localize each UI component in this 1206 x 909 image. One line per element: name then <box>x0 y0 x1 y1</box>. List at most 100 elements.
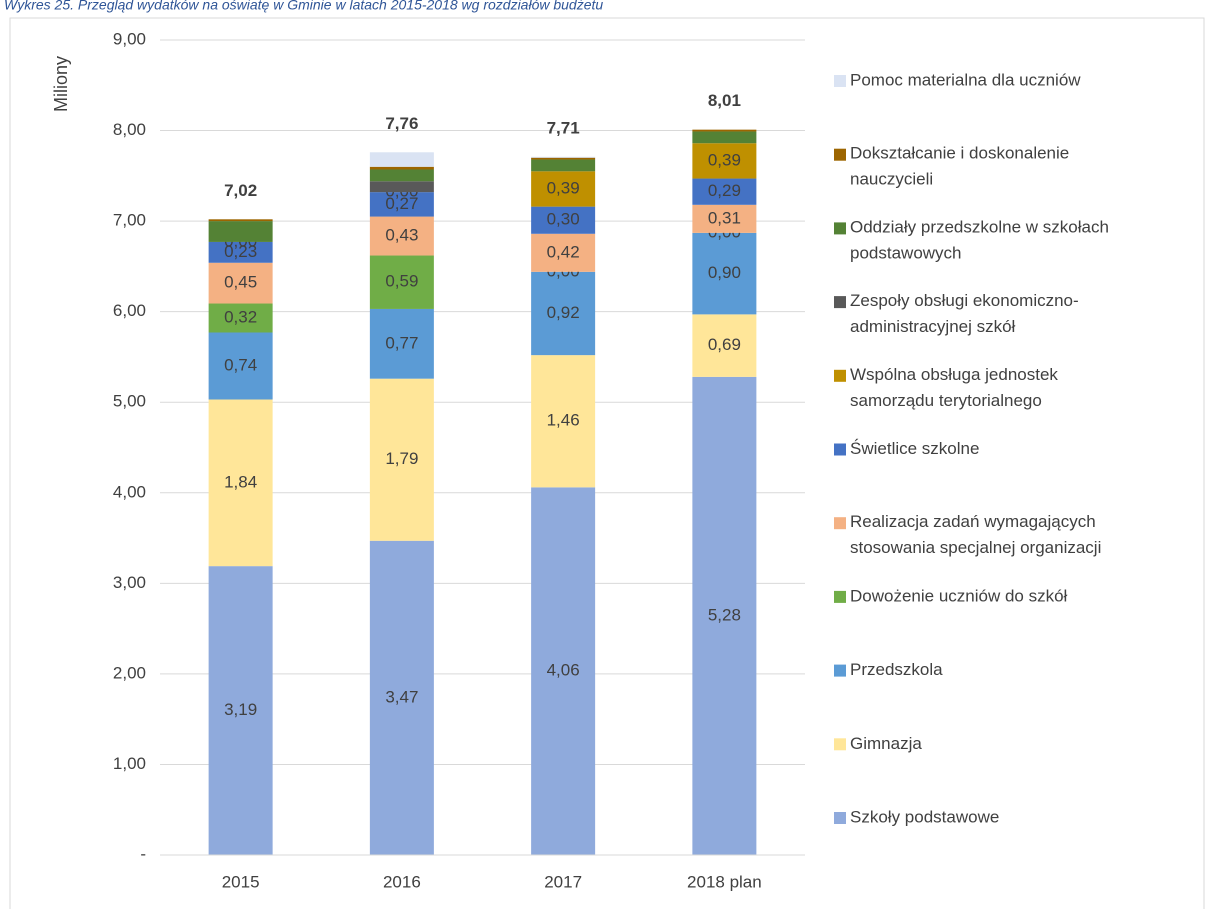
legend-label: Oddziały przedszkolne w szkołach podstawo… <box>850 218 1109 263</box>
data-label: 4,06 <box>547 661 580 680</box>
data-label: 0,27 <box>385 194 418 213</box>
y-tick-label: 2,00 <box>113 663 146 682</box>
bar-segment <box>531 355 596 488</box>
x-tick-label: 2016 <box>383 872 421 891</box>
x-tick-label: 2015 <box>222 872 260 891</box>
legend-label: Dowożenie uczniów do szkół <box>850 586 1068 605</box>
bar-segment <box>208 219 273 222</box>
legend-label: Szkoły podstawowe <box>850 807 999 826</box>
data-label: 3,47 <box>385 687 418 706</box>
legend-label: Pomoc materialna dla uczniów <box>850 70 1081 89</box>
data-label: 0,90 <box>708 263 741 282</box>
y-tick-label: 4,00 <box>113 482 146 501</box>
bar-segment <box>692 314 757 377</box>
bar-segment <box>692 131 757 144</box>
y-tick-label: 5,00 <box>113 392 146 411</box>
bar-segment <box>208 332 273 400</box>
y-tick-label: 9,00 <box>113 29 146 48</box>
bar-segment <box>208 399 273 567</box>
data-label: 0,69 <box>708 335 741 354</box>
bar-segment <box>369 192 434 217</box>
legend-swatch <box>834 222 846 235</box>
bar-segment <box>692 232 757 315</box>
data-label: 0,43 <box>385 226 418 245</box>
bar-segment <box>531 271 596 356</box>
data-label: 0,31 <box>708 208 741 227</box>
data-label: 1,79 <box>385 449 418 468</box>
bar-segment <box>369 308 434 379</box>
data-label: 0,77 <box>385 333 418 352</box>
bar-segment <box>208 221 273 242</box>
x-tick-label: 2017 <box>544 872 582 891</box>
legend-swatch <box>834 148 846 161</box>
data-label: 0,39 <box>708 150 741 169</box>
legend-swatch <box>834 369 846 382</box>
data-label: 0,74 <box>224 355 257 374</box>
legend-swatch <box>834 812 846 824</box>
legend-label: Dokształcanie i doskonalenie nauczycieli <box>850 144 1069 189</box>
bar-segment <box>692 129 757 132</box>
bar-segment <box>369 166 434 170</box>
bar-segment <box>369 216 434 256</box>
total-label: 7,76 <box>385 114 418 133</box>
data-label: 0,42 <box>547 242 580 261</box>
bar-segment <box>531 171 596 207</box>
data-label: 3,19 <box>224 700 257 719</box>
bar-segment <box>208 262 273 304</box>
total-label: 7,02 <box>224 181 257 200</box>
y-tick-label: 6,00 <box>113 301 146 320</box>
y-tick-label: 1,00 <box>113 754 146 773</box>
data-label: 1,46 <box>547 411 580 430</box>
legend-label: Zespoły obsługi ekonomiczno-administracy… <box>850 292 1079 337</box>
bar-segment <box>208 566 273 855</box>
bar-segment <box>369 378 434 541</box>
legend-swatch <box>834 296 846 309</box>
legend-label: Gimnazja <box>850 734 922 753</box>
y-tick-label: 7,00 <box>113 211 146 230</box>
bar-segment <box>369 169 434 182</box>
x-tick-label: 2018 plan <box>687 872 762 891</box>
legend-label: Przedszkola <box>850 660 943 679</box>
data-label: 0,92 <box>547 303 580 322</box>
bar-segment <box>531 206 596 234</box>
legend-label: Realizacja zadań wymagających stosowania … <box>850 513 1101 558</box>
bar-segment <box>369 255 434 309</box>
data-label: 1,84 <box>224 472 257 491</box>
bar-segment <box>692 376 757 855</box>
legend-swatch <box>834 738 846 751</box>
data-label: 0,39 <box>547 178 580 197</box>
y-tick-label: - <box>140 844 146 863</box>
bar-segment <box>531 159 596 172</box>
total-label: 7,71 <box>547 118 580 137</box>
data-label: 0,23 <box>224 242 257 261</box>
bar-segment <box>692 204 757 233</box>
legend-swatch <box>834 75 846 87</box>
y-tick-label: 3,00 <box>113 573 146 592</box>
legend-swatch <box>834 590 846 603</box>
chart-title: Wykres 25. Przegląd wydatków na oświatę … <box>4 0 603 13</box>
bar-segment <box>692 178 757 205</box>
bar-segment <box>531 157 596 160</box>
data-label: 0,32 <box>224 307 257 326</box>
data-label: 0,59 <box>385 272 418 291</box>
y-tick-label: 8,00 <box>113 120 146 139</box>
legend-label: Świetlice szkolne <box>850 439 979 458</box>
bar-segment <box>369 540 434 855</box>
total-label: 8,01 <box>708 91 741 110</box>
bar-segment <box>369 181 434 193</box>
legend-swatch <box>834 664 846 677</box>
data-label: 5,28 <box>708 605 741 624</box>
y-axis-label: Miliony <box>51 56 71 112</box>
legend-label: Wspólna obsługa jednostek samorządu teryt… <box>850 365 1058 410</box>
bar-segment <box>531 233 596 272</box>
data-label: 0,45 <box>224 273 257 292</box>
bar-segment <box>208 303 273 333</box>
data-label: 0,30 <box>547 210 580 229</box>
legend-swatch <box>834 443 846 456</box>
bar-segment <box>531 487 596 855</box>
bar-segment <box>369 152 434 167</box>
bar-segment <box>692 143 757 179</box>
bar-segment <box>208 241 273 263</box>
